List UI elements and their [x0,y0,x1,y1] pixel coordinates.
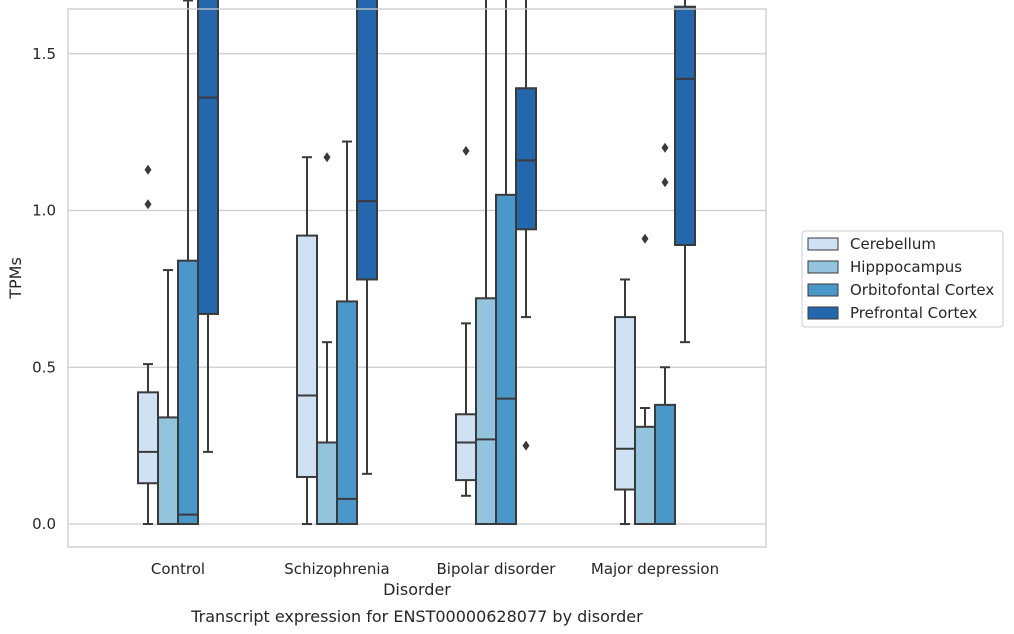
x-tick-label: Control [151,560,205,578]
y-axis-ticks: 0.00.51.01.52.02.53.0 [32,45,56,533]
box-body [157,416,179,525]
box-body [336,300,358,526]
outlier-marker [661,177,669,188]
legend-label: Hipppocampus [850,258,962,276]
outlier-marker [661,142,669,153]
legend-label: Prefrontal Cortex [850,304,977,322]
box-1-0 [157,269,179,525]
outlier-marker [522,440,530,451]
box-0-3 [614,278,636,525]
x-tick-label: Bipolar disorder [437,560,557,578]
outlier-marker [641,233,649,244]
box-3-1 [356,0,378,475]
x-tick-label: Major depression [591,560,719,578]
legend-swatch [807,283,839,297]
legend-frame [801,230,1004,328]
outlier-marker [462,145,470,156]
box-body [137,391,159,485]
legend: Cerebellum Hipppocampus Orbitofontal Corte… [801,230,1004,328]
box-3-2 [515,0,537,451]
box-body [197,0,219,315]
x-axis-ticks: Control Schizophrenia Bipolar disorder Majo… [151,560,719,578]
x-tick-label: Schizophrenia [284,560,389,578]
outlier-marker [144,199,152,210]
box-2-0 [177,0,199,525]
outlier-marker [144,164,152,175]
outlier-marker [323,152,331,163]
box-body [515,87,537,231]
box-body [654,403,676,525]
box-2-3 [654,142,676,525]
legend-swatch [807,260,839,274]
y-tick-label: 1.0 [32,202,56,220]
y-tick-label: 1.5 [32,45,56,63]
box-body [674,5,696,246]
box-body [316,441,338,525]
box-body [177,259,199,525]
box-2-2 [495,0,517,525]
box-body [475,297,497,525]
y-tick-label: 0.0 [32,515,56,533]
box-body [455,413,477,482]
y-tick-label: 0.5 [32,358,56,376]
box-1-1 [316,152,338,525]
legend-label: Orbitofontal Cortex [850,281,994,299]
box-series [137,0,696,526]
box-3-0 [197,0,219,453]
box-0-1 [296,156,318,525]
box-body [296,234,318,478]
box-body [614,316,636,491]
legend-swatch [807,237,839,251]
box-1-2 [475,0,497,525]
box-body [495,193,517,525]
box-0-0 [137,164,159,525]
plot-frame [67,8,767,548]
box-body [634,425,656,525]
box-3-3 [674,0,696,344]
box-2-1 [336,140,358,526]
x-axis-label: Disorder [383,580,451,599]
box-body [356,0,378,281]
y-axis-label: TPMs [6,257,25,300]
box-1-3 [634,233,656,525]
legend-swatch [807,306,839,320]
chart-caption: Transcript expression for ENST0000062807… [190,607,643,626]
legend-label: Cerebellum [850,235,936,253]
box-0-2 [455,145,477,497]
